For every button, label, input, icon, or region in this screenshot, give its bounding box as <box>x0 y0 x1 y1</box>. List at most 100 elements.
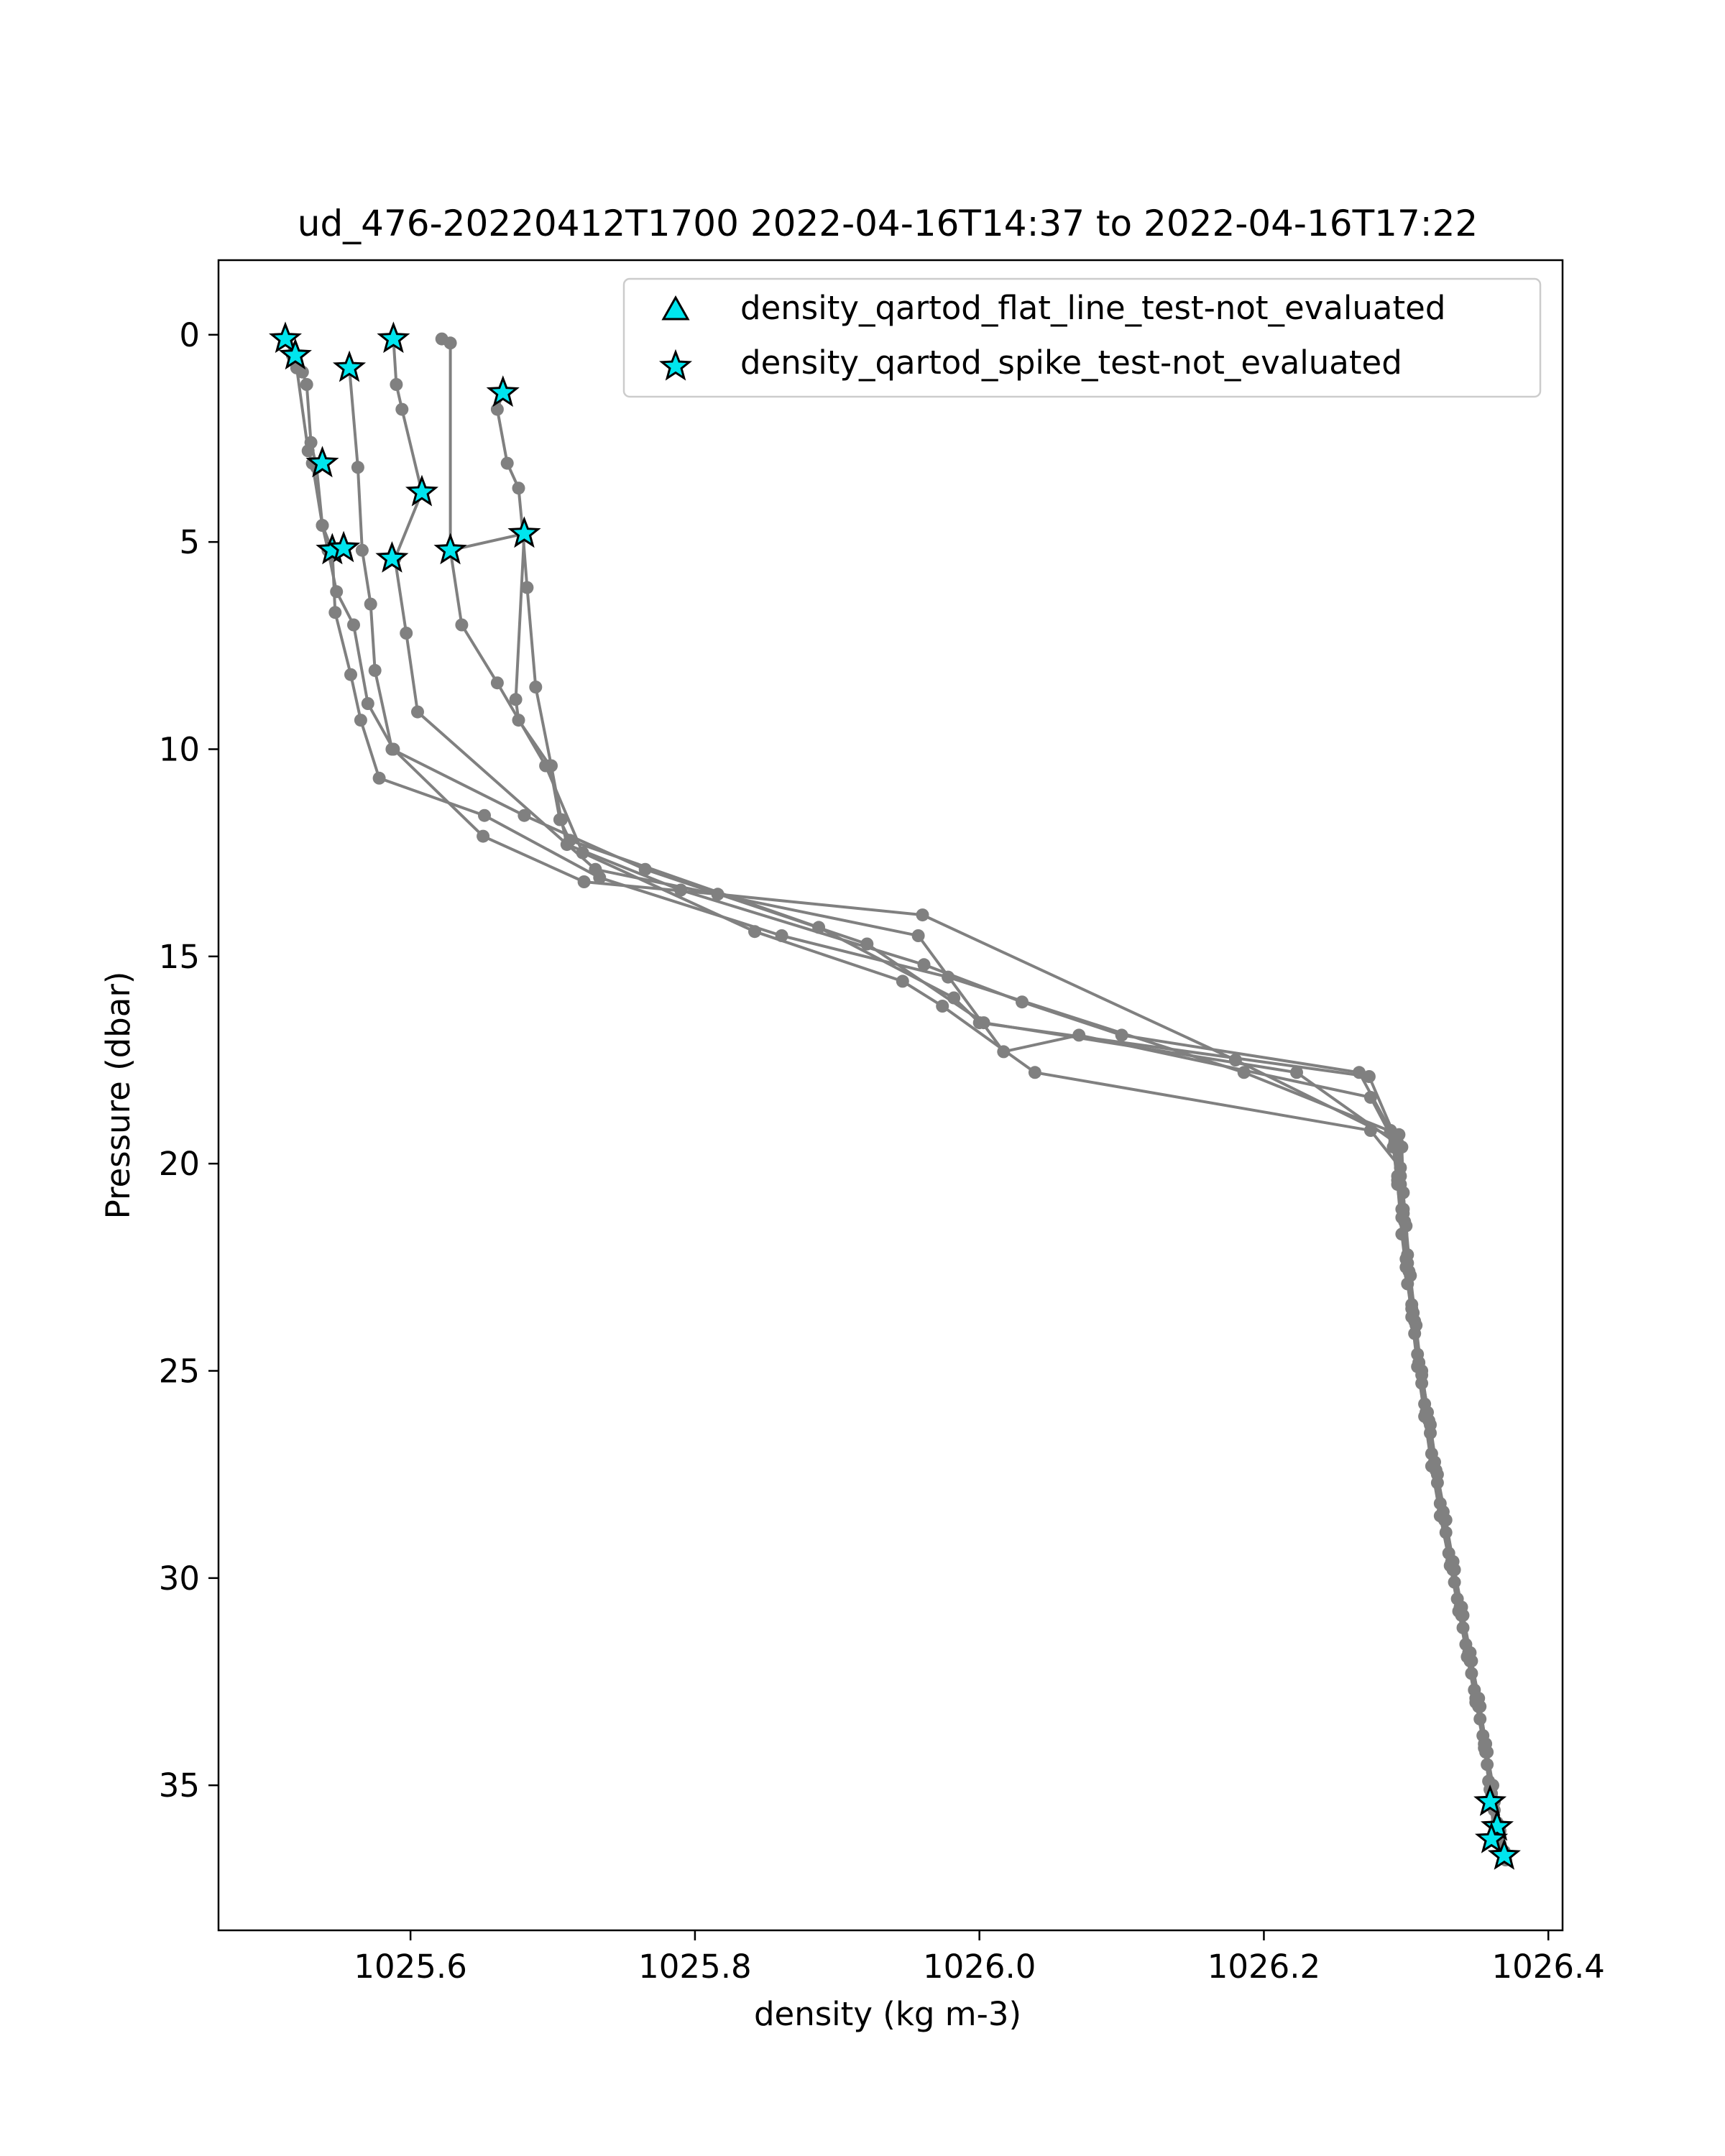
spike-flag-star-marker <box>377 321 410 354</box>
data-point <box>1429 1463 1443 1477</box>
data-point <box>1408 1327 1422 1340</box>
spike-flag-star-marker <box>486 375 520 407</box>
data-point <box>364 597 377 611</box>
data-point <box>936 1000 949 1013</box>
y-tick-label: 5 <box>179 523 200 561</box>
data-point <box>347 618 360 632</box>
data-point <box>361 697 374 710</box>
data-point <box>520 581 534 594</box>
data-point <box>490 676 504 690</box>
data-point <box>1411 1348 1425 1361</box>
data-point <box>478 808 491 822</box>
data-point <box>1455 1608 1468 1622</box>
legend: density_qartod_flat_line_test-not_evalua… <box>622 277 1542 398</box>
spike-flag-star-marker <box>327 530 361 563</box>
data-point <box>1405 1298 1419 1312</box>
spike-flag-star-marker <box>405 474 439 507</box>
plot-area-frame <box>217 259 1564 1932</box>
data-point <box>344 668 357 681</box>
data-point <box>563 834 576 847</box>
data-point <box>500 456 514 470</box>
data-point <box>1418 1397 1432 1411</box>
y-tick-label: 20 <box>159 1145 200 1183</box>
spike-flag-star-marker <box>1474 1821 1509 1853</box>
x-axis-ticks: 1025.6 1025.8 1026.0 1026.2 1026.4 <box>354 1930 1605 1986</box>
data-point <box>1362 1070 1376 1083</box>
data-point <box>1465 1667 1478 1680</box>
data-point <box>1237 1066 1251 1079</box>
data-point <box>1459 1638 1473 1651</box>
data-point <box>1422 1414 1435 1427</box>
data-point <box>1473 1712 1487 1726</box>
data-point <box>304 436 318 449</box>
data-point <box>860 937 874 951</box>
data-point <box>775 929 788 942</box>
data-point <box>1425 1447 1438 1460</box>
data-point <box>674 883 688 897</box>
data-point <box>638 862 652 876</box>
data-point <box>1446 1563 1460 1577</box>
data-point <box>385 742 399 756</box>
x-tick-label: 1026.2 <box>1208 1948 1320 1986</box>
legend-star-icon <box>658 349 693 381</box>
data-point <box>1398 1215 1412 1228</box>
x-tick-label: 1026.0 <box>923 1948 1036 1986</box>
y-tick-label: 0 <box>179 316 200 354</box>
data-point <box>295 365 309 379</box>
y-tick-label: 10 <box>159 730 200 768</box>
data-point <box>1395 1227 1409 1241</box>
legend-label-spike: density_qartod_spike_test-not_evaluated <box>740 344 1402 382</box>
spike-flag-star-marker <box>507 516 541 548</box>
data-point <box>577 875 591 888</box>
data-point <box>455 618 469 632</box>
data-point <box>942 970 955 984</box>
data-point <box>711 888 724 901</box>
data-point <box>411 705 424 719</box>
spike-flag-star-marker <box>332 350 367 382</box>
data-point <box>748 925 761 939</box>
data-point <box>1391 1136 1404 1150</box>
data-point <box>1415 1364 1429 1378</box>
data-point <box>1468 1683 1481 1697</box>
data-point <box>1439 1526 1453 1539</box>
data-point <box>300 378 313 391</box>
data-point <box>1401 1277 1414 1291</box>
data-point <box>1456 1621 1470 1634</box>
legend-box <box>622 277 1542 398</box>
spike-flag-star-marker <box>278 338 312 370</box>
x-tick-label: 1026.4 <box>1491 1948 1604 1986</box>
spike-flag-star-marker <box>1480 1809 1514 1841</box>
data-point <box>509 693 523 706</box>
data-point <box>917 958 931 972</box>
data-point <box>1433 1497 1447 1510</box>
spike-flag-star-marker <box>1487 1838 1521 1870</box>
data-point <box>972 1016 986 1030</box>
y-axis-label: Pressure (dbar) <box>99 972 137 1220</box>
data-point <box>354 714 367 727</box>
data-point <box>576 846 589 860</box>
data-point <box>543 759 557 773</box>
data-point <box>916 908 929 922</box>
data-point <box>395 402 409 416</box>
data-point <box>443 336 457 350</box>
spike-flag-star-marker <box>268 321 303 354</box>
data-point <box>512 482 525 495</box>
data-point <box>355 543 369 557</box>
data-point <box>477 829 490 843</box>
data-point <box>390 378 403 391</box>
legend-star-shape <box>658 349 693 381</box>
data-point <box>1363 1124 1377 1137</box>
data-point <box>1394 1169 1407 1183</box>
spike-flag-star-marker <box>433 533 467 565</box>
data-point <box>1450 1592 1464 1606</box>
chart-title: ud_476-20220412T1700 2022-04-16T14:37 to… <box>298 203 1478 244</box>
data-point <box>1415 1376 1429 1390</box>
data-point <box>368 663 382 677</box>
data-point <box>351 461 364 474</box>
data-point <box>1481 1758 1494 1772</box>
data-point <box>328 606 342 619</box>
x-axis-label: density (kg m-3) <box>754 1995 1021 2033</box>
data-point <box>1472 1700 1486 1713</box>
data-point <box>1479 1746 1493 1759</box>
data-point <box>1397 1202 1410 1216</box>
